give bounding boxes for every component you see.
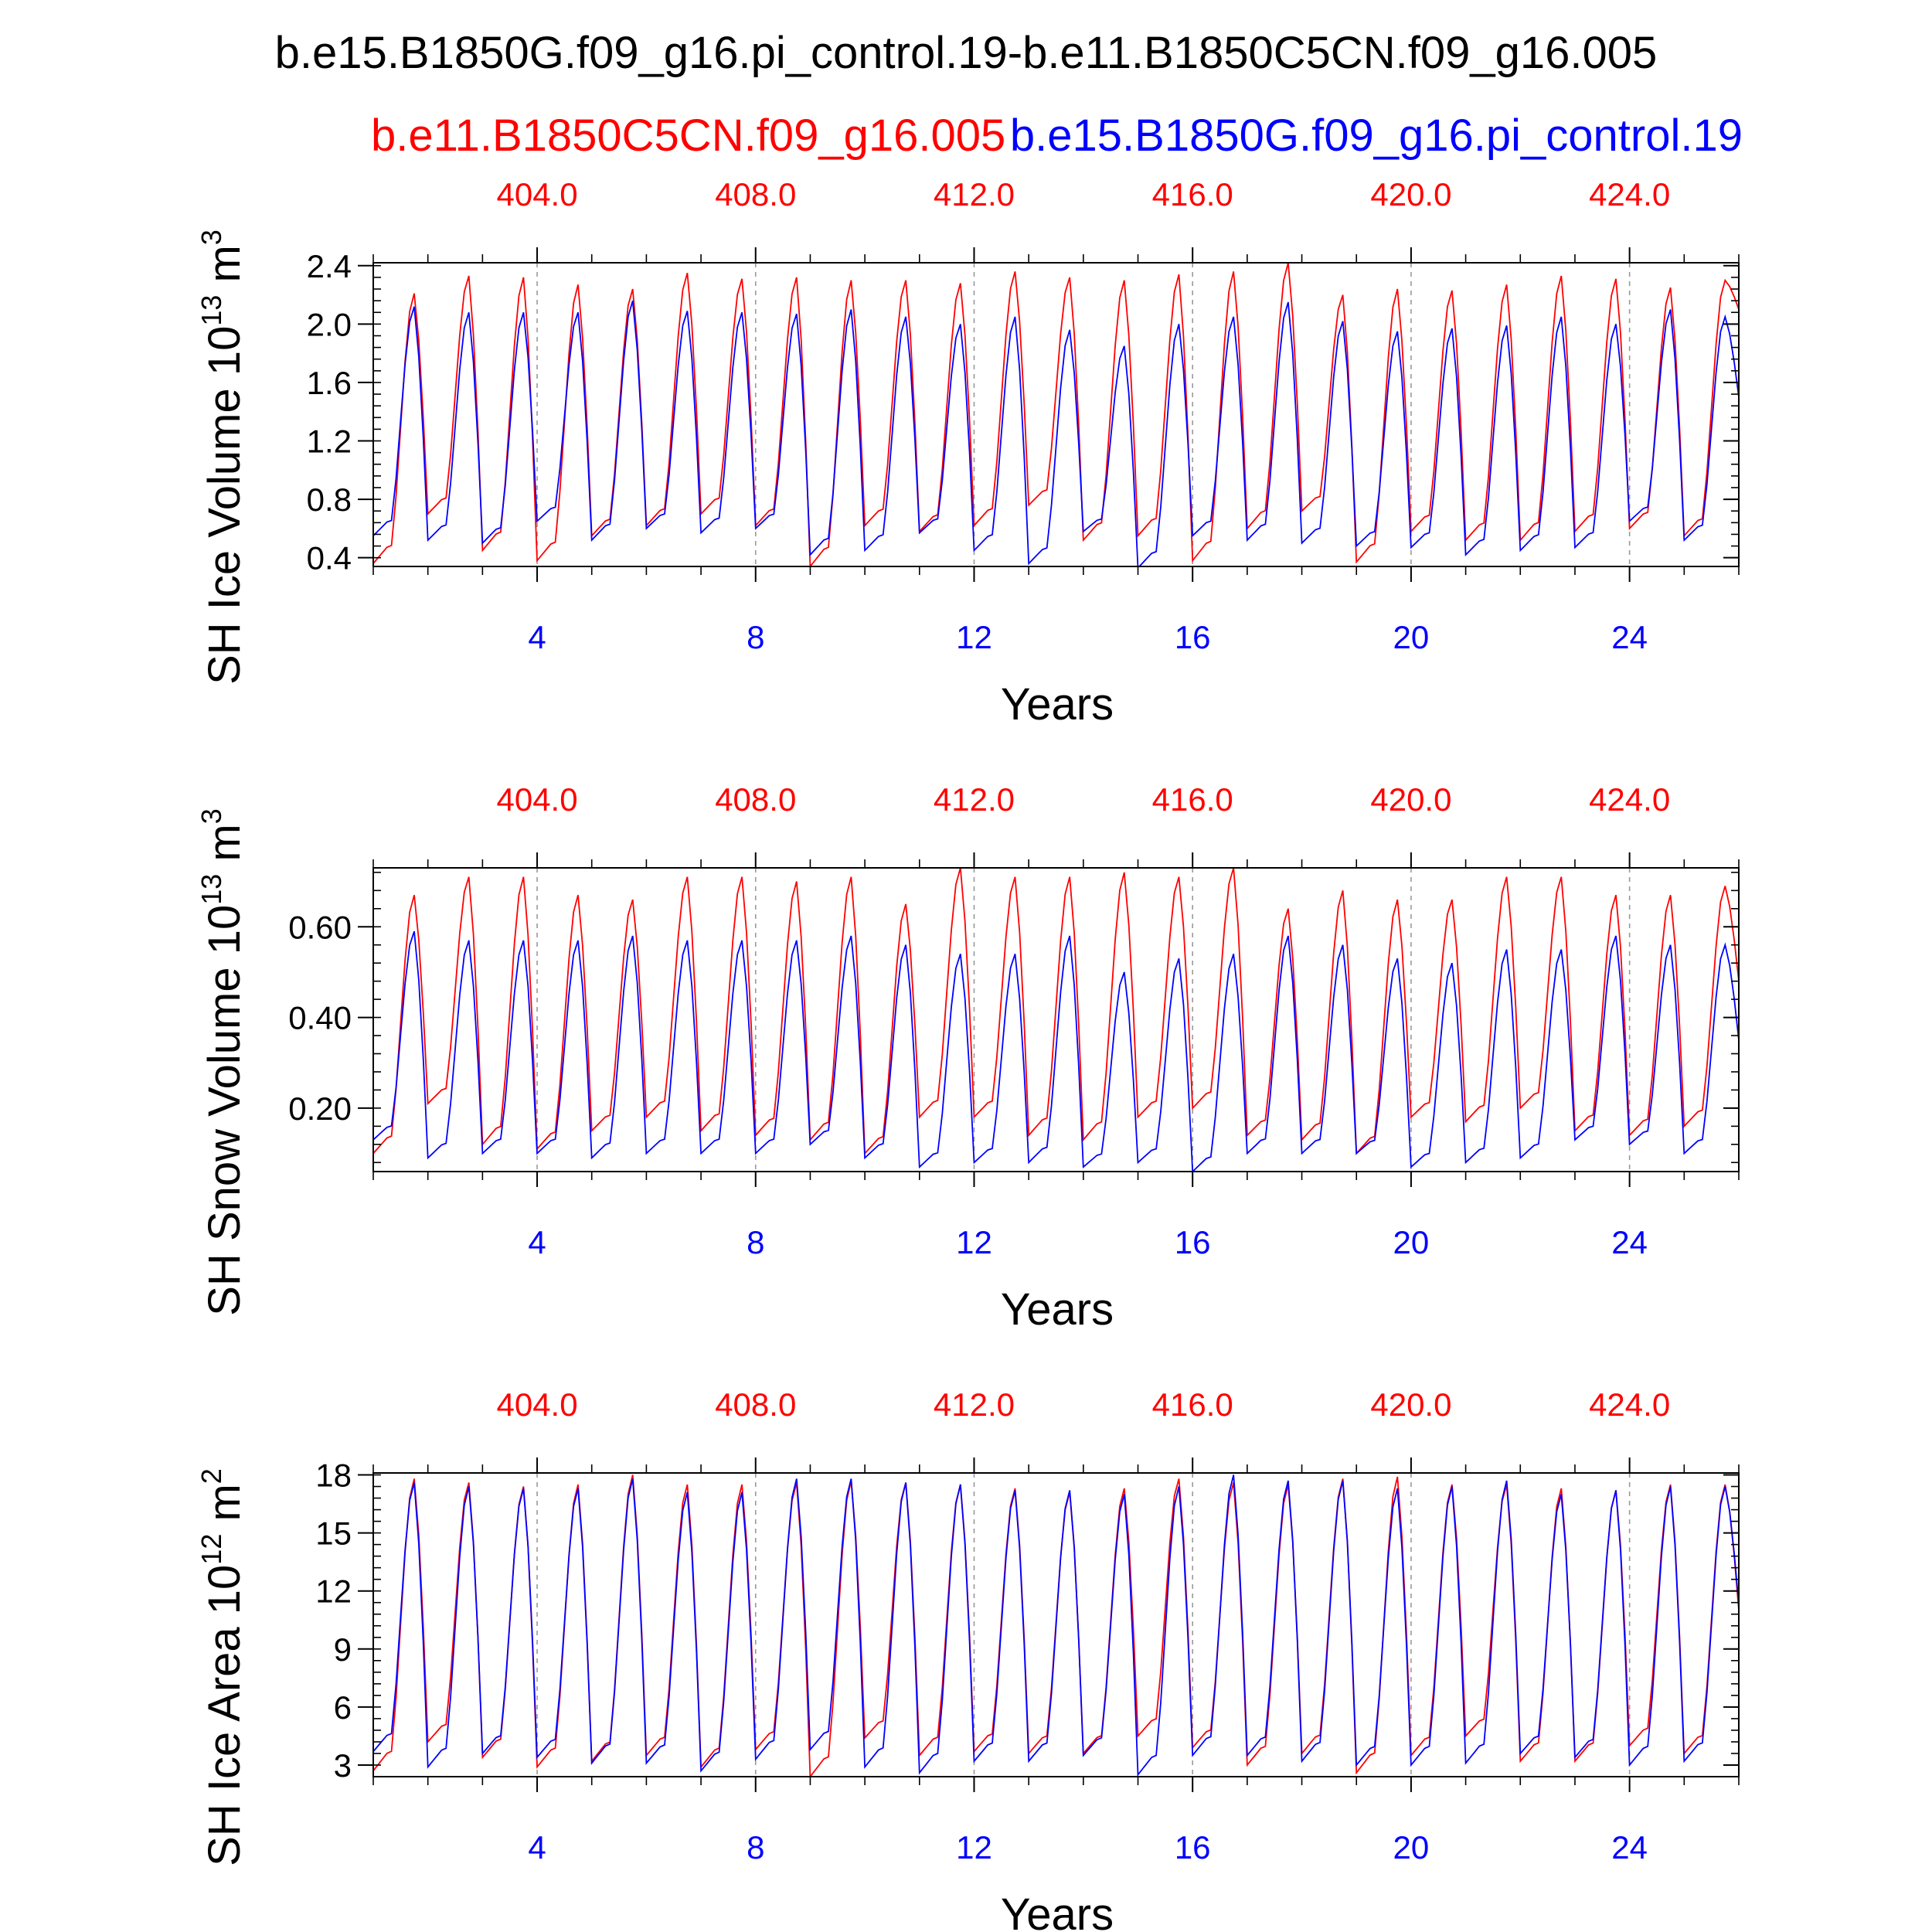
x-tick-label-bottom: 4	[528, 1224, 546, 1260]
x-tick-label-bottom: 16	[1175, 1829, 1211, 1866]
y-axis-label: SH Ice Area 1012 m2	[196, 1468, 250, 1866]
x-tick-label-top: 420.0	[1370, 1386, 1451, 1423]
y-tick-label: 0.20	[288, 1090, 352, 1127]
x-tick-label-top: 424.0	[1589, 1386, 1670, 1423]
y-axis-label-superscript: 2	[196, 1468, 227, 1484]
x-tick-label-bottom: 4	[528, 1829, 546, 1866]
x-tick-label-bottom: 16	[1175, 1224, 1211, 1260]
y-axis-label-superscript: 12	[196, 1534, 227, 1565]
y-axis-label: SH Snow Volume 1013 m3	[196, 808, 250, 1315]
y-tick-label: 0.40	[288, 1000, 352, 1036]
x-tick-label-bottom: 20	[1393, 1224, 1430, 1260]
y-tick-label: 12	[315, 1573, 352, 1610]
y-tick-label: 15	[315, 1515, 352, 1552]
x-tick-label-bottom: 24	[1611, 1224, 1648, 1260]
x-tick-label-bottom: 12	[956, 619, 992, 655]
panel-2: 0.20 0.40 0.60 4 8 12 16 20 24 404.0 408.0 412.0 416…	[196, 781, 1740, 1335]
y-axis-label-text: m	[199, 245, 250, 294]
legend-red-run: b.e11.B1850C5CN.f09_g16.005	[371, 111, 1005, 161]
plot-frame	[372, 867, 1740, 1172]
y-tick-label: 1.6	[307, 365, 352, 401]
x-tick-label-bottom: 12	[956, 1829, 992, 1866]
series-line-blue	[373, 300, 1739, 566]
y-axis-label-superscript: 13	[196, 295, 227, 326]
y-axis-label-superscript: 3	[196, 808, 227, 824]
series-line-blue	[373, 930, 1739, 1172]
y-tick-label: 0.8	[307, 481, 352, 518]
y-axis-label-text: SH Snow Volume 10	[199, 905, 250, 1316]
y-axis-label-text: SH Ice Volume 10	[199, 326, 250, 685]
x-tick-label-bottom: 24	[1611, 619, 1648, 655]
x-tick-label-bottom: 16	[1175, 619, 1211, 655]
x-axis-label: Years	[1001, 1284, 1114, 1335]
panel-3: 3 6 9 12 15 18 4 8 12 16 20 24 404.0 408.0 412.0 416.0 4…	[196, 1386, 1740, 1932]
x-tick-label-bottom: 24	[1611, 1829, 1648, 1866]
y-axis-label: SH Ice Volume 1013 m3	[196, 230, 250, 685]
x-tick-label-top: 404.0	[496, 1386, 577, 1423]
x-tick-label-top: 416.0	[1152, 176, 1233, 213]
x-tick-label-top: 404.0	[496, 176, 577, 213]
x-tick-label-top: 408.0	[715, 176, 796, 213]
x-tick-label-bottom: 4	[528, 619, 546, 655]
y-tick-label: 0.4	[307, 540, 352, 577]
y-axis-label-text: SH Ice Area 10	[199, 1565, 250, 1866]
y-tick-label: 3	[334, 1747, 352, 1784]
x-tick-label-bottom: 8	[747, 1829, 764, 1866]
x-tick-label-top: 412.0	[934, 176, 1015, 213]
y-tick-label: 6	[334, 1689, 352, 1726]
x-axis-label: Years	[1001, 679, 1114, 730]
x-tick-label-top: 420.0	[1370, 781, 1451, 818]
x-tick-label-top: 424.0	[1589, 781, 1670, 818]
series-line-red	[373, 868, 1739, 1155]
panel-1: 0.4 0.8 1.2 1.6 2.0 2.4 4 8 12 16 20 24 404.0 408.0 41…	[196, 176, 1740, 730]
x-tick-label-top: 416.0	[1152, 781, 1233, 818]
y-axis-label-superscript: 13	[196, 874, 227, 905]
x-tick-label-top: 424.0	[1589, 176, 1670, 213]
x-tick-label-bottom: 8	[747, 619, 764, 655]
plot-frame	[372, 1472, 1740, 1777]
x-tick-label-top: 412.0	[934, 1386, 1015, 1423]
x-tick-label-top: 408.0	[715, 781, 796, 818]
plot-frame	[372, 262, 1740, 567]
y-axis-label-text: m	[199, 824, 250, 873]
x-tick-label-bottom: 12	[956, 1224, 992, 1260]
x-tick-label-top: 408.0	[715, 1386, 796, 1423]
legend-blue-run: b.e15.B1850G.f09_g16.pi_control.19	[1010, 111, 1743, 161]
y-tick-label: 2.0	[307, 306, 352, 342]
x-tick-label-top: 420.0	[1370, 176, 1451, 213]
y-tick-label: 1.2	[307, 423, 352, 460]
x-axis-label: Years	[1001, 1889, 1114, 1932]
x-tick-label-bottom: 20	[1393, 619, 1430, 655]
y-tick-label: 18	[315, 1458, 352, 1494]
y-axis-label-text: m	[199, 1484, 250, 1533]
x-tick-label-bottom: 8	[747, 1224, 764, 1260]
y-axis-label-superscript: 3	[196, 230, 227, 245]
y-tick-label: 2.4	[307, 248, 352, 284]
x-tick-label-top: 416.0	[1152, 1386, 1233, 1423]
y-tick-label: 9	[334, 1631, 352, 1668]
x-tick-label-bottom: 20	[1393, 1829, 1430, 1866]
series-line-blue	[373, 1475, 1739, 1777]
y-tick-label: 0.60	[288, 909, 352, 945]
series-line-red	[373, 263, 1739, 566]
x-tick-label-top: 412.0	[934, 781, 1015, 818]
figure-title: b.e15.B1850G.f09_g16.pi_control.19-b.e11…	[275, 28, 1658, 78]
x-tick-label-top: 404.0	[496, 781, 577, 818]
